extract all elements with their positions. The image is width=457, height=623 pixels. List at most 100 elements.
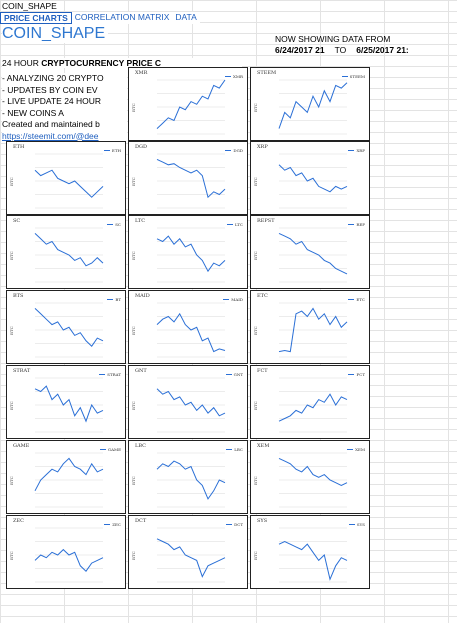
- legend-label: BT: [115, 297, 121, 302]
- chart-xmr[interactable]: XMR XMR BTC: [128, 67, 248, 141]
- series-line: [278, 82, 348, 129]
- chart-plot: [34, 302, 104, 358]
- series-line: [278, 393, 348, 422]
- chart-title: ETC: [257, 293, 268, 299]
- chart-plot: [278, 377, 348, 433]
- chart-title: DCT: [135, 518, 147, 524]
- steemit-link[interactable]: https://steemit.com/@dee: [2, 130, 99, 141]
- chart-bts[interactable]: BTS BT BTC: [6, 290, 126, 364]
- chart-title: SYS: [257, 518, 268, 524]
- series-line: [34, 233, 104, 267]
- chart-plot: [278, 79, 348, 135]
- legend-label: DGD: [233, 148, 243, 153]
- chart-gnt[interactable]: GNT GNT BTC: [128, 365, 248, 439]
- legend-label: STEEM: [349, 74, 365, 79]
- chart-plot: [278, 227, 348, 283]
- legend-label: SC: [115, 222, 121, 227]
- series-line: [156, 538, 226, 578]
- chart-title: FCT: [257, 368, 268, 374]
- bullet-item: - UPDATES BY COIN EV: [2, 84, 98, 95]
- legend-swatch: [226, 449, 233, 450]
- chart-sys[interactable]: SYS SYS BTC: [250, 515, 370, 589]
- chart-strat[interactable]: STRAT STRAT BTC: [6, 365, 126, 439]
- y-axis-label: BTC: [131, 177, 136, 186]
- legend-label: REP: [356, 222, 365, 227]
- chart-game[interactable]: GAME GAME BTC: [6, 440, 126, 514]
- y-axis-label: BTC: [9, 326, 14, 335]
- chart-legend: SC: [107, 222, 121, 227]
- legend-label: ETH: [111, 148, 121, 153]
- series-line: [156, 388, 226, 417]
- chart-title: ZEC: [13, 518, 24, 524]
- legend-label: ZEC: [112, 522, 121, 527]
- legend-swatch: [226, 224, 233, 225]
- chart-title: GAME: [13, 443, 30, 449]
- series-line: [278, 232, 348, 275]
- chart-dgd[interactable]: DGD DGD BTC: [128, 141, 248, 215]
- chart-legend: GAME: [99, 447, 121, 452]
- series-line: [156, 460, 226, 500]
- date-to: 6/25/2017 21:: [356, 45, 409, 55]
- chart-eth[interactable]: ETH ETH BTC: [6, 141, 126, 215]
- chart-lbc[interactable]: LBC LBC BTC: [128, 440, 248, 514]
- chart-legend: XMR: [225, 74, 243, 79]
- chart-plot: [278, 153, 348, 209]
- chart-legend: GNT: [225, 372, 243, 377]
- series-line: [156, 235, 226, 273]
- chart-title: MAID: [135, 293, 150, 299]
- hours-bold: CRYPTOCURRENCY PRICE C: [41, 58, 162, 68]
- chart-title: LBC: [135, 443, 146, 449]
- chart-legend: MAID: [223, 297, 243, 302]
- tab-correlation-matrix[interactable]: CORRELATION MATRIX: [74, 12, 170, 22]
- chart-title: SC: [13, 218, 21, 224]
- y-axis-label: BTC: [253, 326, 258, 335]
- legend-label: XMR: [233, 74, 243, 79]
- chart-etc[interactable]: ETC ETC BTC: [250, 290, 370, 364]
- chart-title: ETH: [13, 144, 25, 150]
- chart-plot: [34, 227, 104, 283]
- chart-plot: [278, 452, 348, 508]
- y-axis-label: BTC: [253, 401, 258, 410]
- chart-xem[interactable]: XEM XEM BTC: [250, 440, 370, 514]
- series-line: [34, 548, 104, 572]
- chart-legend: STEEM: [341, 74, 365, 79]
- chart-title: XRP: [257, 144, 268, 150]
- y-axis-label: BTC: [9, 551, 14, 560]
- legend-swatch: [99, 374, 106, 375]
- date-to-label: TO: [334, 45, 347, 55]
- chart-repst[interactable]: REPST REP BTC: [250, 215, 370, 289]
- y-axis-label: BTC: [9, 401, 14, 410]
- chart-legend: XRP: [348, 148, 365, 153]
- chart-title: GNT: [135, 368, 147, 374]
- legend-label: MAID: [231, 297, 243, 302]
- chart-xrp[interactable]: XRP XRP BTC: [250, 141, 370, 215]
- chart-steem[interactable]: STEEM STEEM BTC: [250, 67, 370, 141]
- info-bullets: - ANALYZING 20 CRYPTO - UPDATES BY COIN …: [2, 73, 127, 142]
- tab-price-charts[interactable]: PRICE CHARTS: [0, 12, 72, 24]
- legend-label: LBC: [234, 447, 243, 452]
- y-axis-label: BTC: [131, 326, 136, 335]
- legend-swatch: [348, 150, 355, 151]
- chart-sc[interactable]: SC SC BTC: [6, 215, 126, 289]
- chart-plot: [278, 302, 348, 358]
- chart-zec[interactable]: ZEC ZEC BTC: [6, 515, 126, 589]
- y-axis-label: BTC: [253, 177, 258, 186]
- legend-swatch: [223, 299, 230, 300]
- chart-dct[interactable]: DCT DCT BTC: [128, 515, 248, 589]
- chart-plot: [34, 452, 104, 508]
- chart-fct[interactable]: FCT FCT BTC: [250, 365, 370, 439]
- chart-maid[interactable]: MAID MAID BTC: [128, 290, 248, 364]
- series-line: [34, 308, 104, 347]
- legend-swatch: [348, 299, 355, 300]
- legend-swatch: [104, 524, 111, 525]
- chart-legend: LBC: [226, 447, 243, 452]
- bullet-item: Created and maintained b: [2, 119, 100, 129]
- y-axis-label: BTC: [9, 251, 14, 260]
- legend-swatch: [103, 150, 110, 151]
- chart-ltc[interactable]: LTC LTC BTC: [128, 215, 248, 289]
- legend-swatch: [348, 224, 355, 225]
- legend-label: GNT: [233, 372, 243, 377]
- tab-data[interactable]: DATA: [175, 12, 197, 22]
- chart-legend: ETH: [103, 148, 121, 153]
- legend-swatch: [99, 449, 106, 450]
